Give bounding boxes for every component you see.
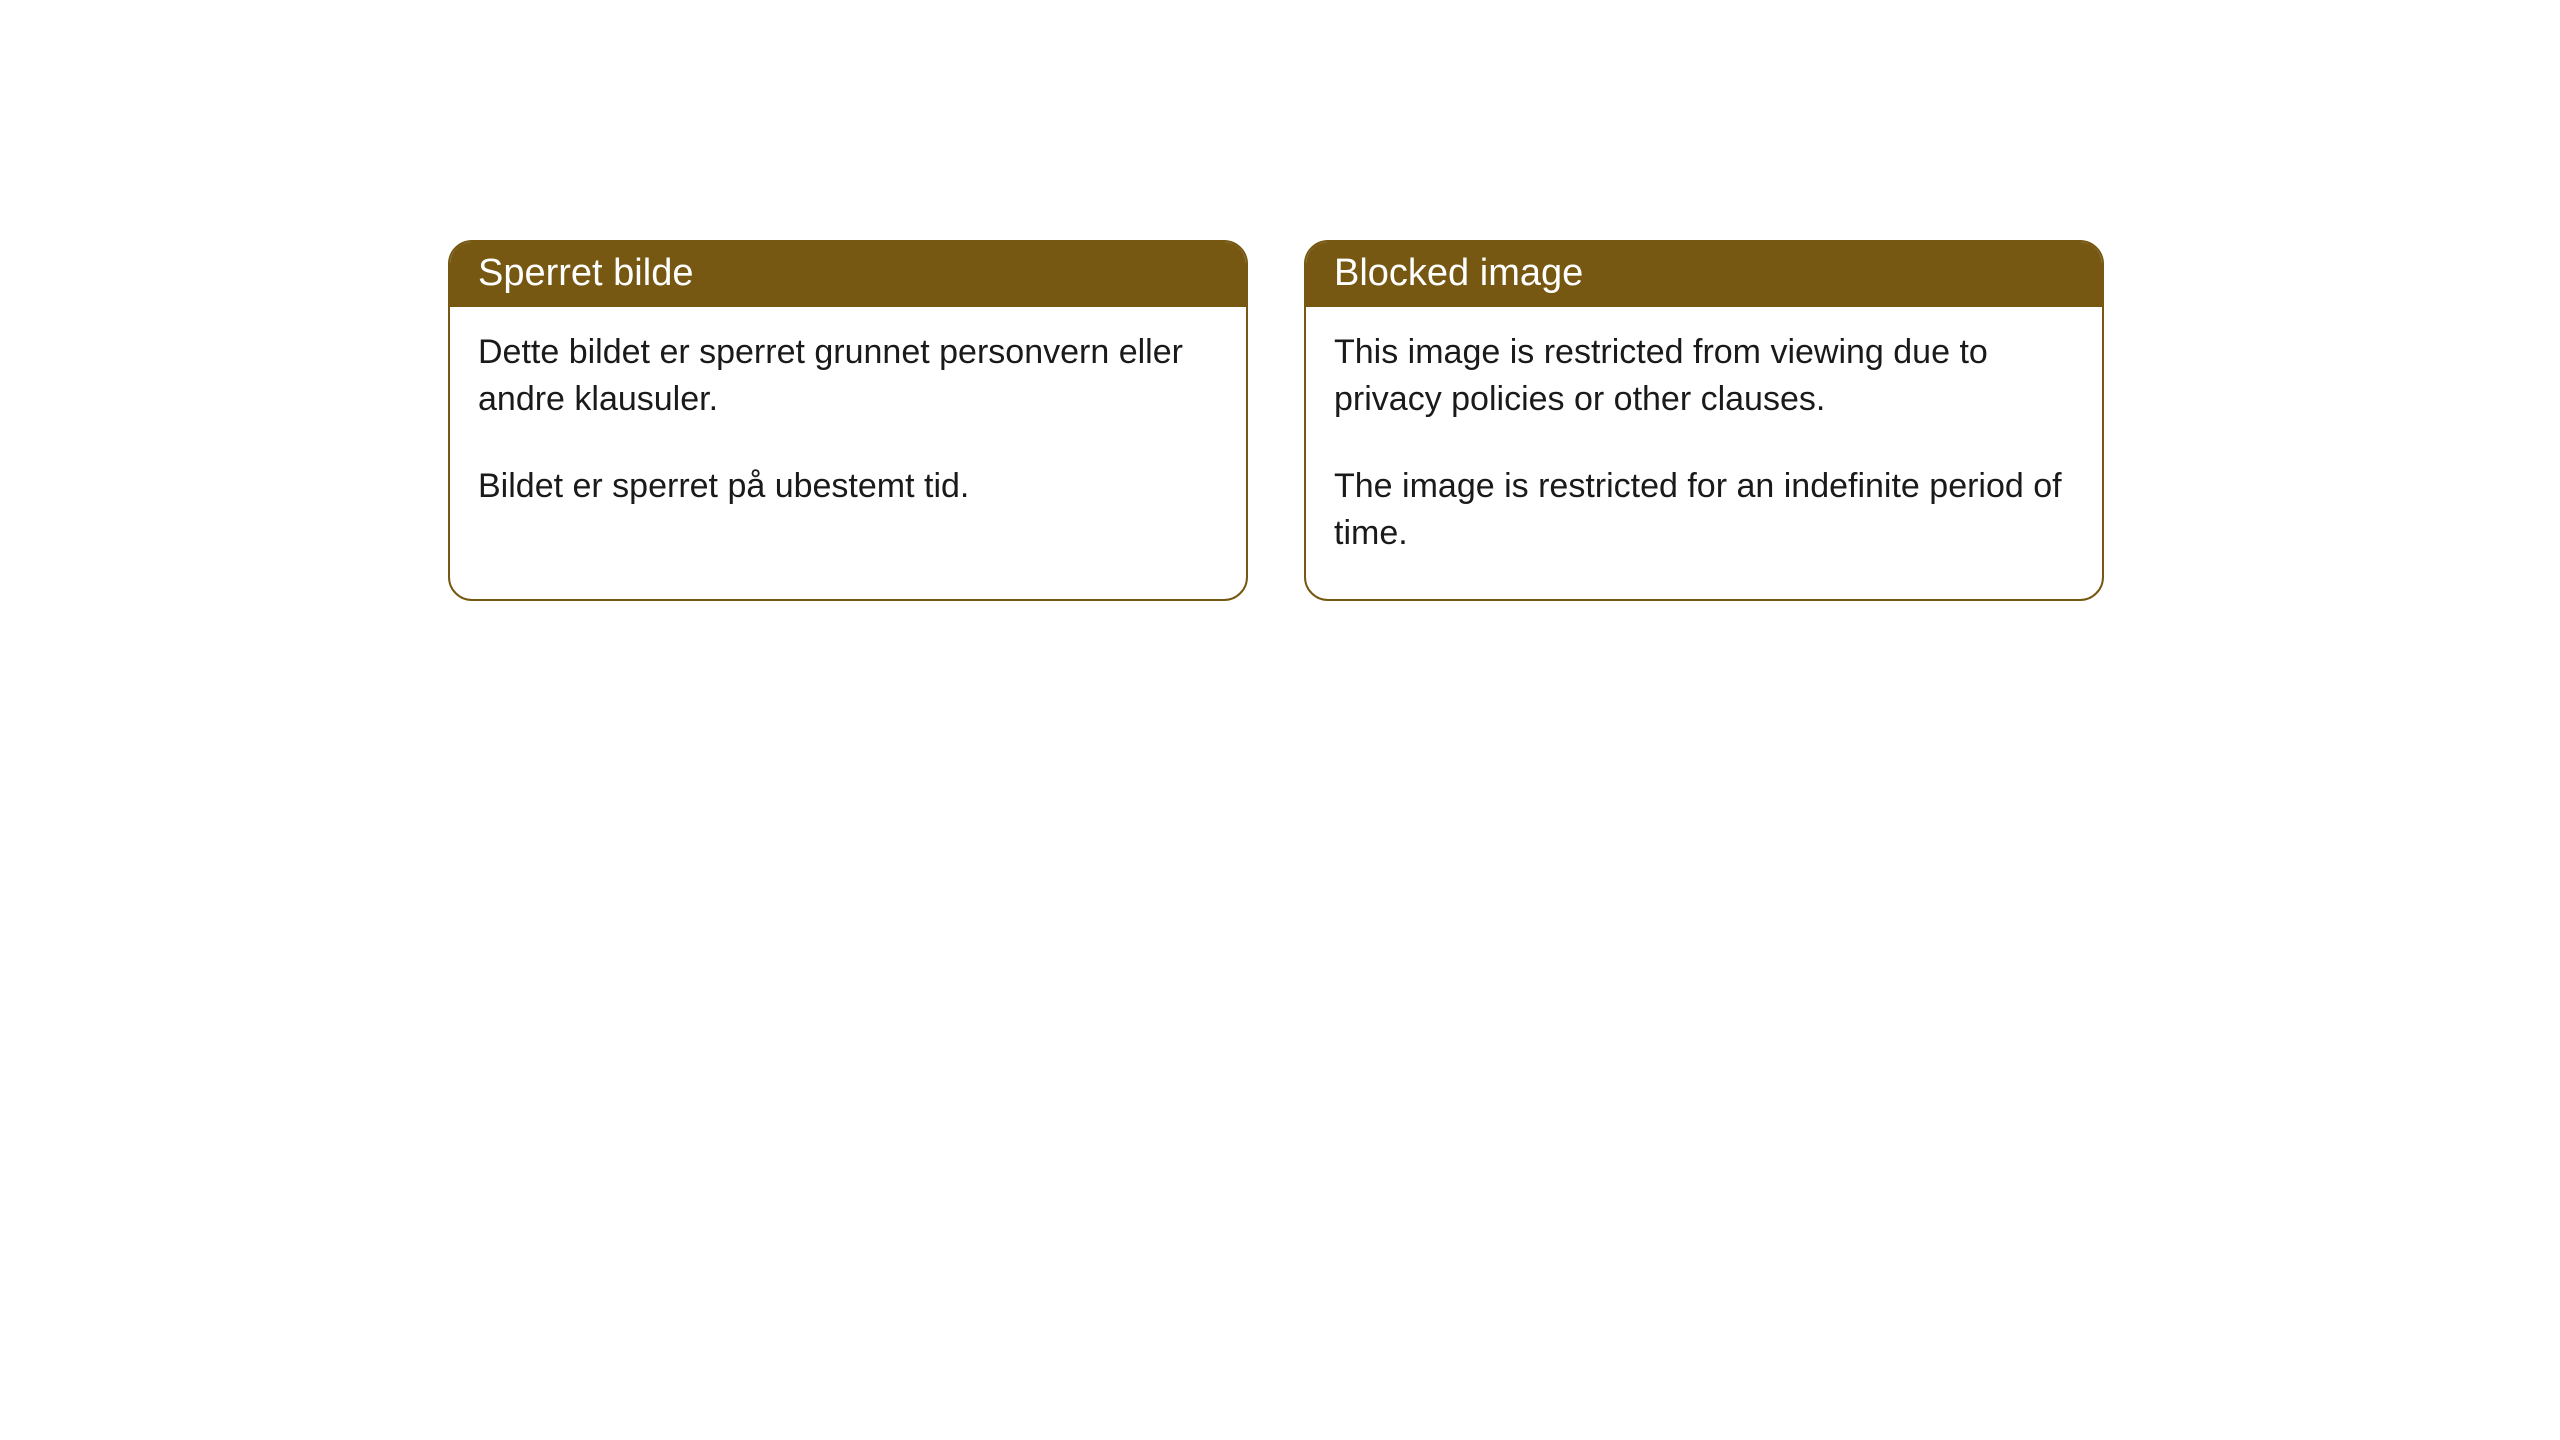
notice-text-line: Bildet er sperret på ubestemt tid.: [478, 463, 1218, 510]
notice-card-english: Blocked image This image is restricted f…: [1304, 240, 2104, 601]
notice-card-title: Sperret bilde: [450, 242, 1246, 307]
notice-text-line: This image is restricted from viewing du…: [1334, 329, 2074, 423]
notice-text-line: Dette bildet er sperret grunnet personve…: [478, 329, 1218, 423]
notice-cards-container: Sperret bilde Dette bildet er sperret gr…: [0, 0, 2560, 601]
notice-card-norwegian: Sperret bilde Dette bildet er sperret gr…: [448, 240, 1248, 601]
notice-card-body: This image is restricted from viewing du…: [1306, 307, 2102, 599]
notice-card-body: Dette bildet er sperret grunnet personve…: [450, 307, 1246, 552]
notice-card-title: Blocked image: [1306, 242, 2102, 307]
notice-text-line: The image is restricted for an indefinit…: [1334, 463, 2074, 557]
